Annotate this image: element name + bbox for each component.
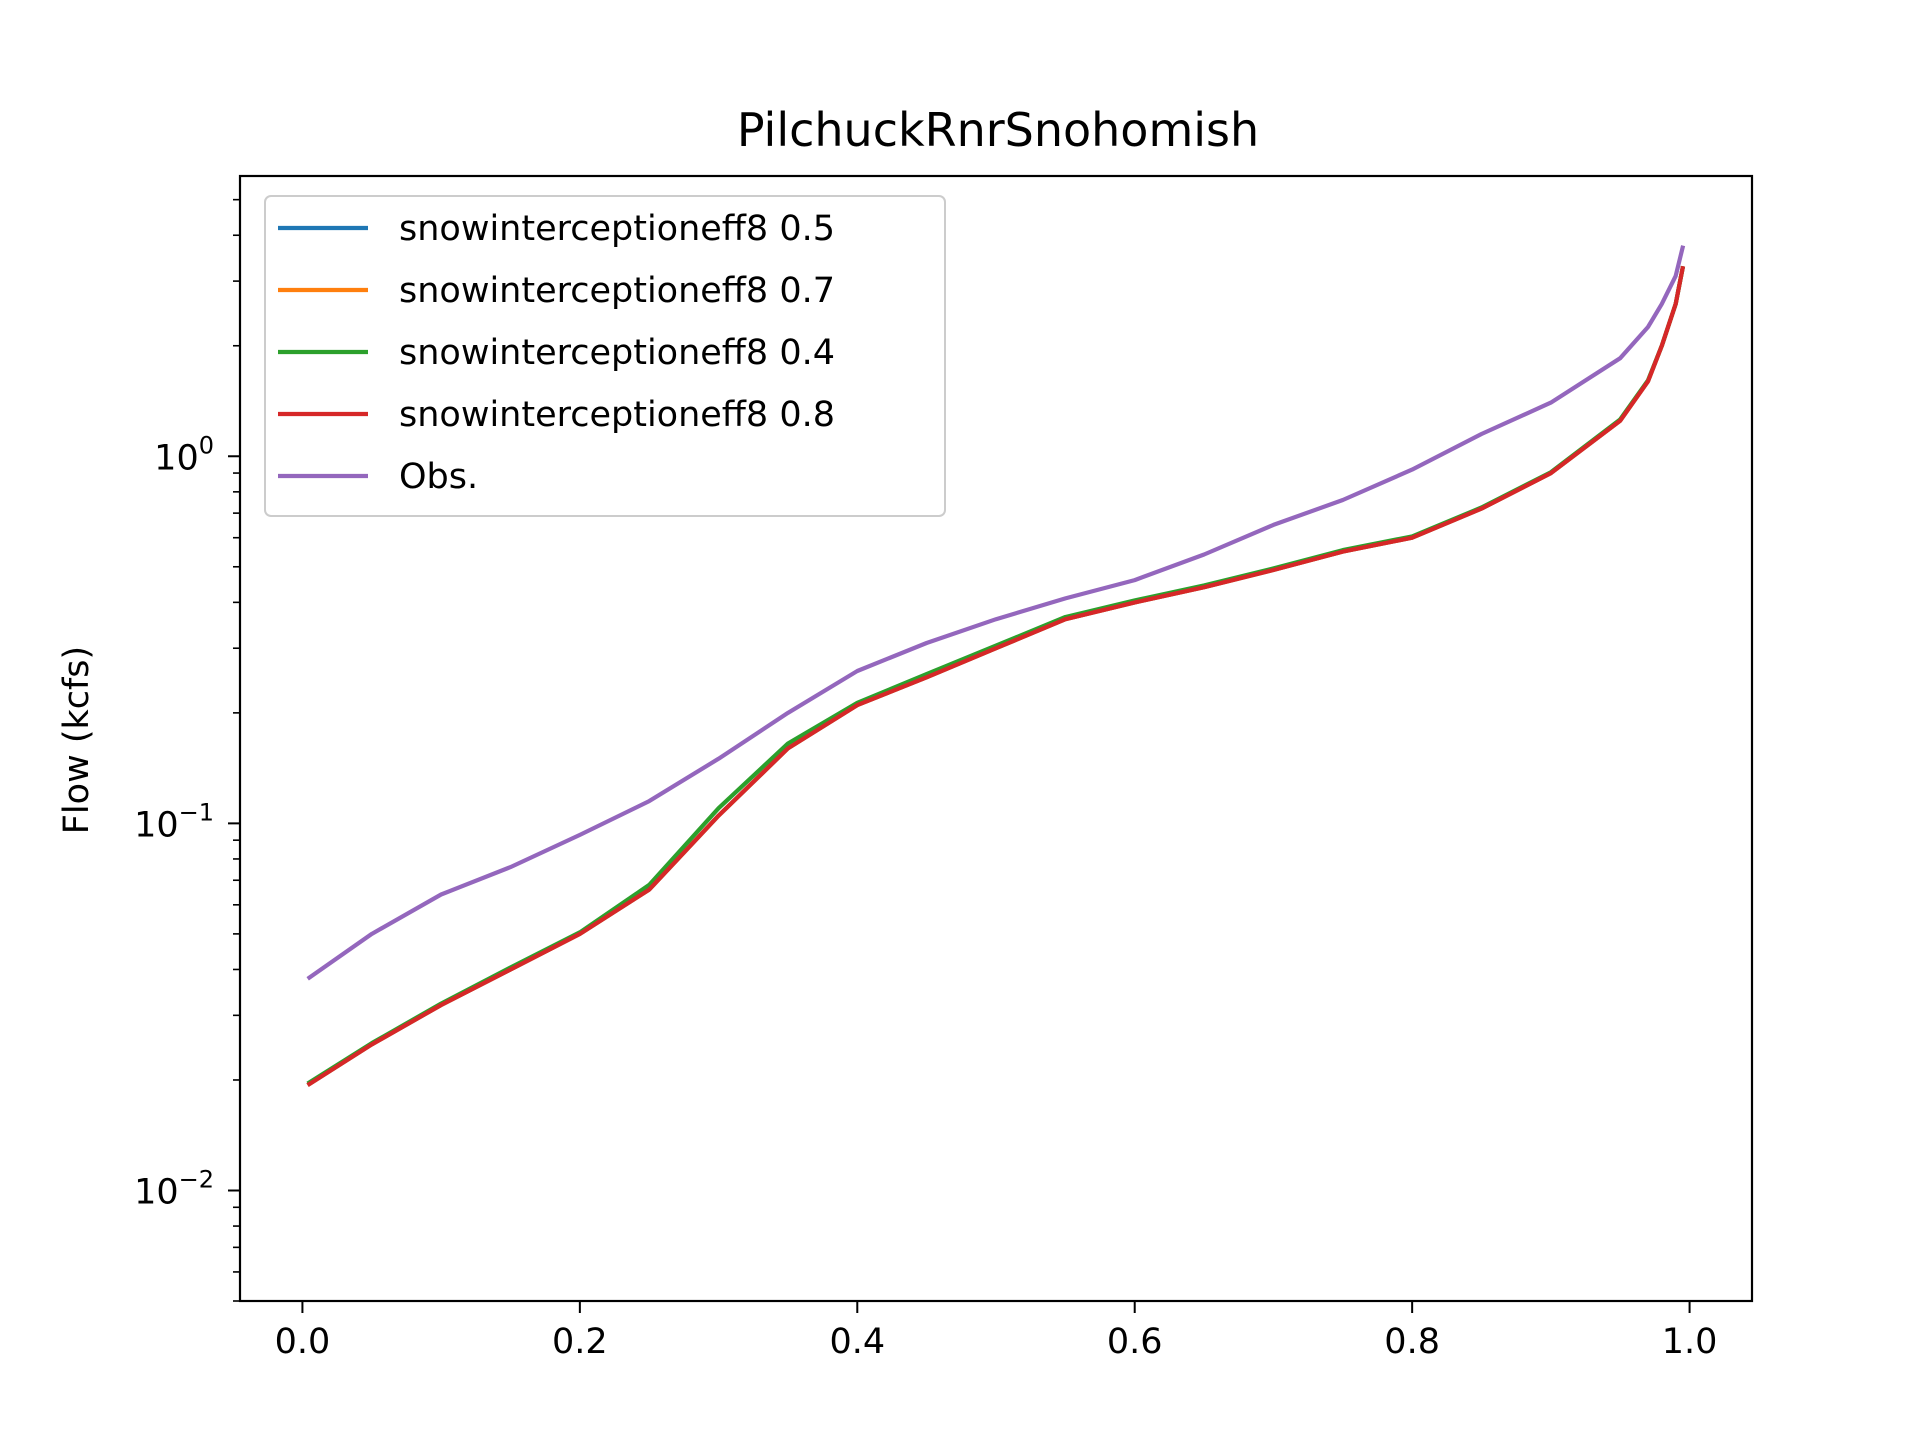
y-tick-label: 10−2 xyxy=(134,1165,214,1212)
x-tick-label: 0.0 xyxy=(275,1322,331,1362)
legend-box xyxy=(264,195,946,517)
x-tick-label: 0.2 xyxy=(552,1322,608,1362)
x-tick-label: 1.0 xyxy=(1662,1322,1718,1362)
series-line-4 xyxy=(306,245,1686,981)
legend-label-0: snowinterceptioneff8 0.5 xyxy=(399,209,835,249)
plot-frame xyxy=(238,174,1754,1303)
legend-items: snowinterceptioneff8 0.5 snowinterception… xyxy=(278,209,835,497)
chart-title: PilchuckRnrSnohomish xyxy=(737,103,1259,157)
legend-label-4: Obs. xyxy=(399,457,478,497)
y-axis-label: Flow (kcfs) xyxy=(57,646,97,834)
legend-label-1: snowinterceptioneff8 0.7 xyxy=(399,271,835,311)
x-tick-label: 0.8 xyxy=(1384,1322,1440,1362)
x-tick-label: 0.4 xyxy=(829,1322,885,1362)
y-tick-label: 10−1 xyxy=(134,798,214,845)
y-tick-label: 100 xyxy=(154,431,214,478)
x-tick-label: 0.6 xyxy=(1107,1322,1163,1362)
y-axis: 10−2 10−1 100 xyxy=(134,198,240,1302)
legend-label-2: snowinterceptioneff8 0.4 xyxy=(399,333,835,373)
series-layer xyxy=(306,245,1686,1087)
legend-label-3: snowinterceptioneff8 0.8 xyxy=(399,395,835,435)
series-line-3 xyxy=(306,265,1686,1087)
x-axis: 0.0 0.2 0.4 0.6 0.8 1.0 xyxy=(275,1301,1718,1362)
legend: snowinterceptioneff8 0.5 snowinterception… xyxy=(264,195,946,517)
